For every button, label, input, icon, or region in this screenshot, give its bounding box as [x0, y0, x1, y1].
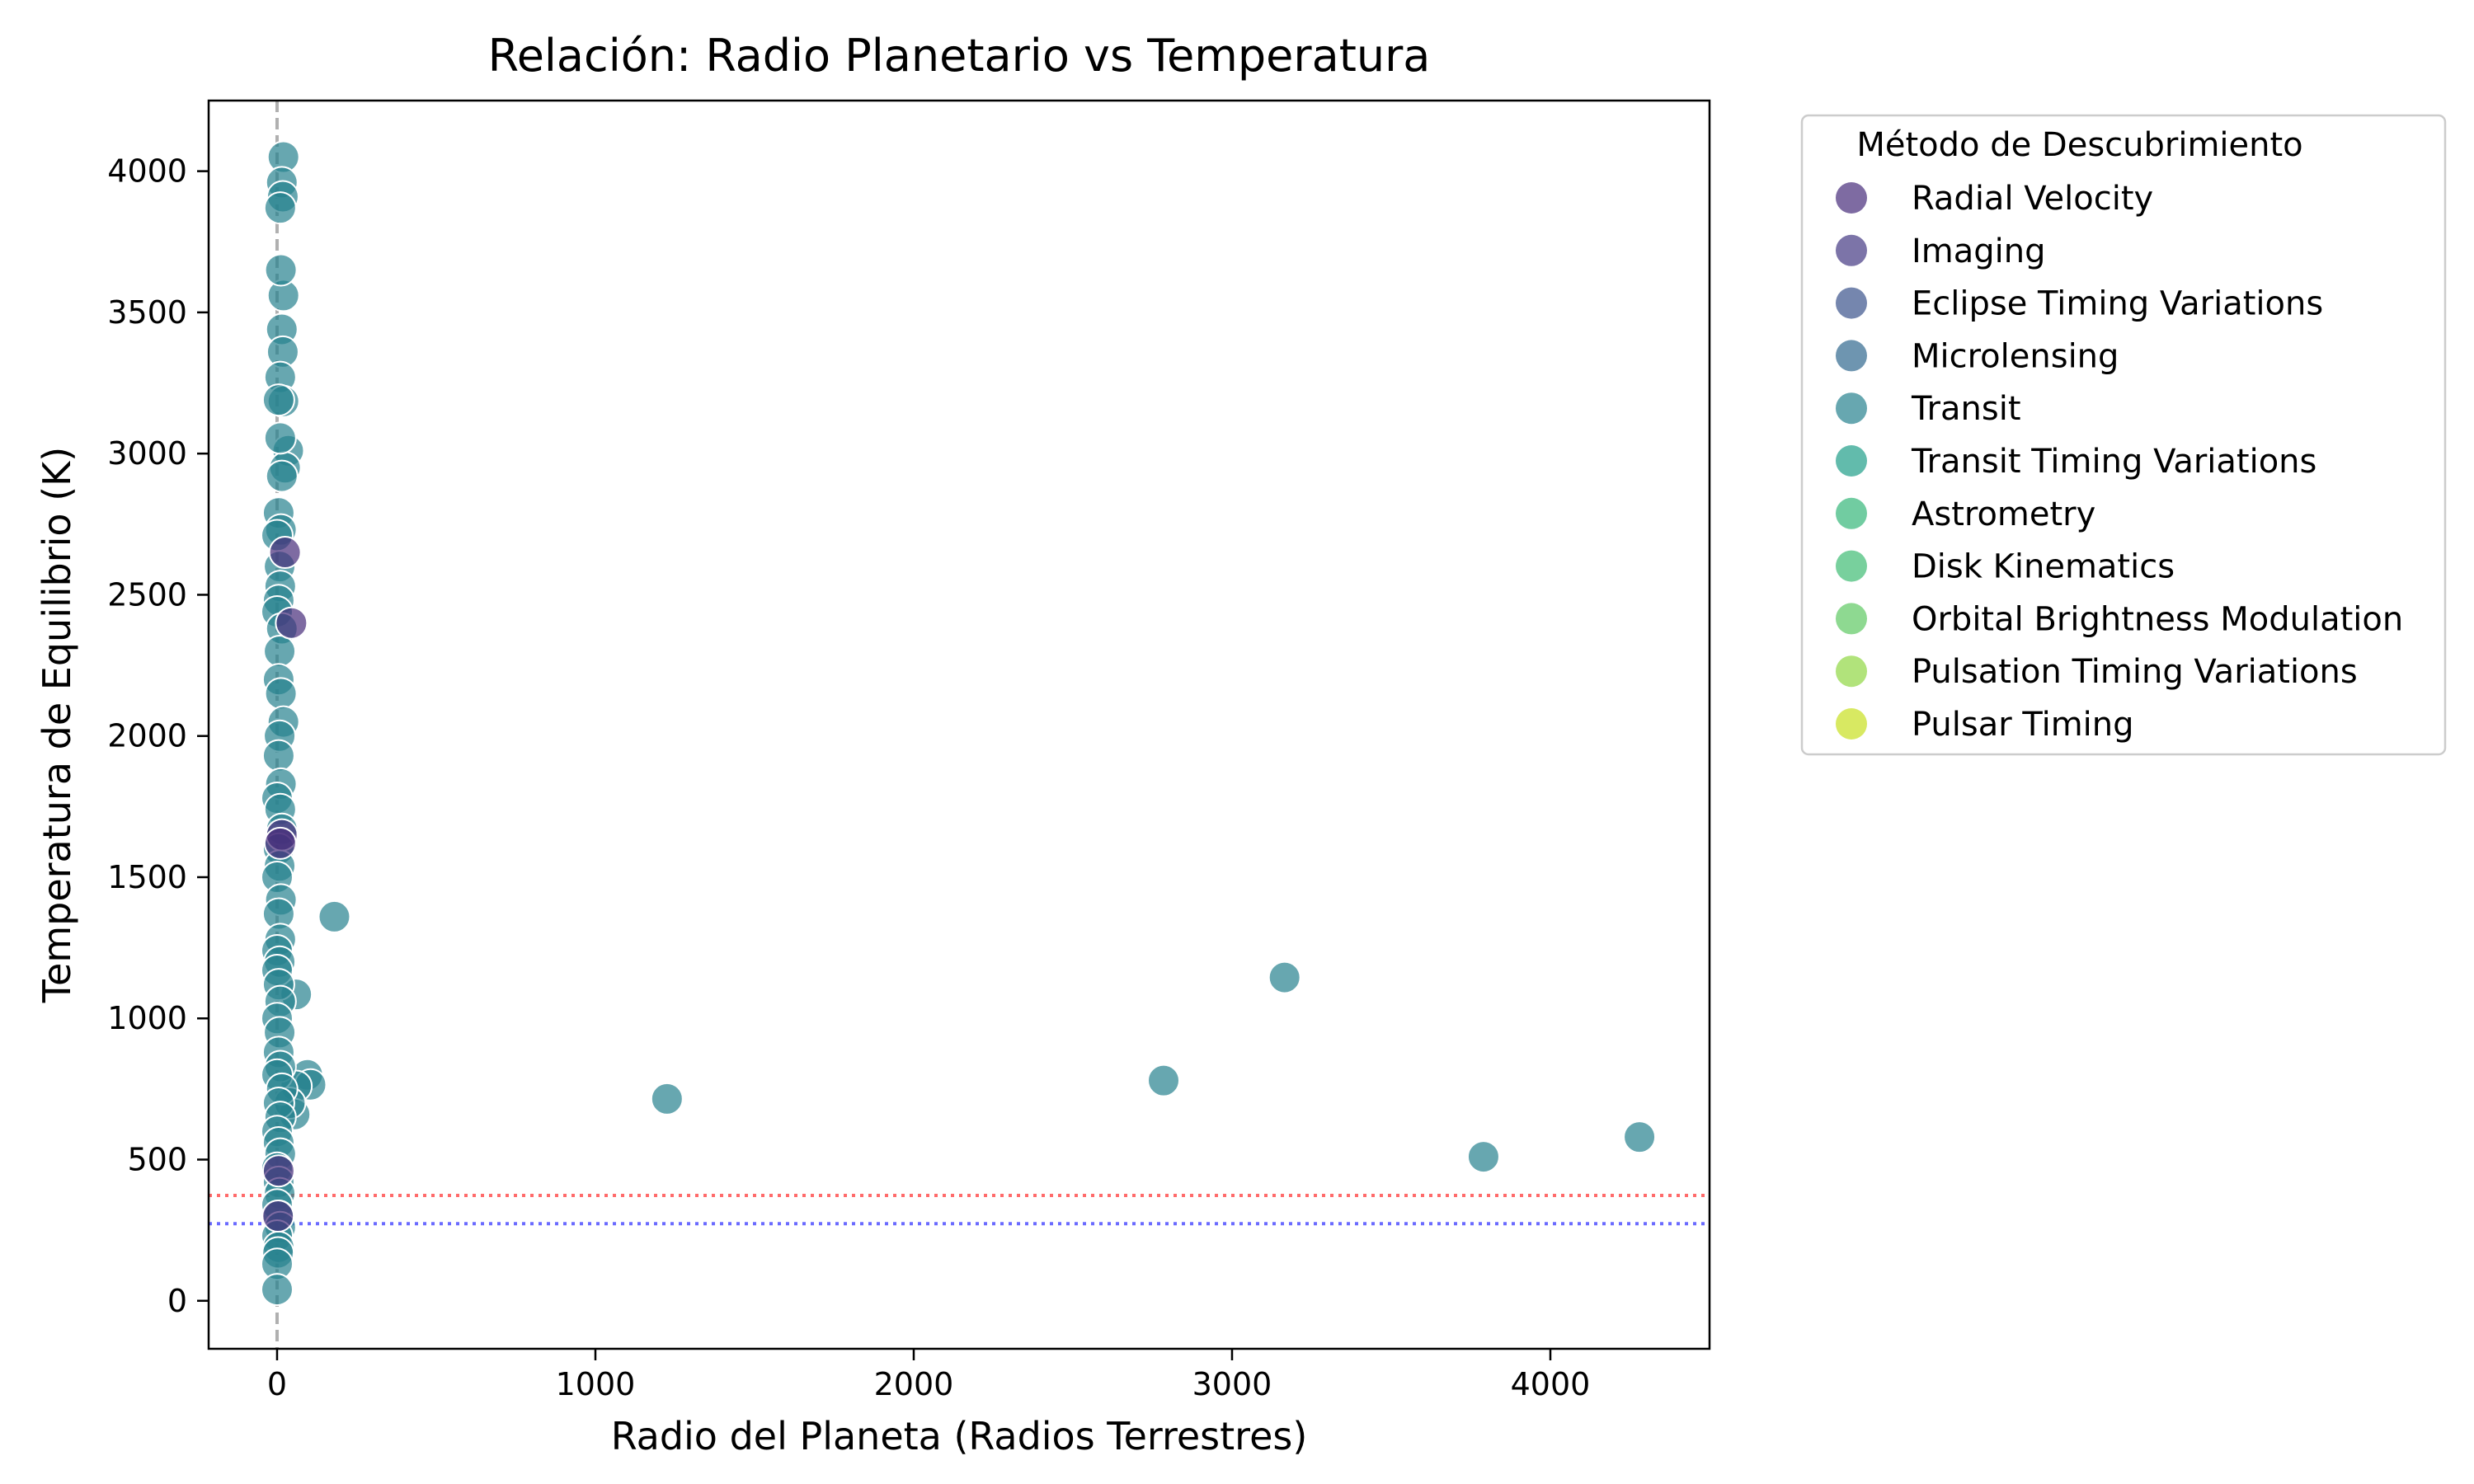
data-point	[261, 1154, 295, 1188]
data-point	[264, 253, 298, 287]
data-point	[1466, 1140, 1500, 1174]
legend-title: Método de Descubrimiento	[1856, 126, 2302, 164]
data-point	[268, 536, 302, 570]
legend-entries: Radial Velocity Imaging Eclipse Timing Var…	[1836, 180, 2403, 744]
data-point	[263, 421, 297, 455]
legend-marker	[1836, 708, 1867, 740]
data-point	[261, 1200, 295, 1233]
y-tick-label: 1500	[107, 859, 187, 895]
x-tick-label: 0	[267, 1366, 287, 1402]
y-axis-ticks: 0 500 1000 1500 2000 2500 3000 3500 4000	[107, 153, 209, 1319]
y-tick-label: 500	[127, 1142, 187, 1178]
y-axis-label: Temperatura de Equilibrio (K)	[35, 447, 79, 1004]
data-point	[317, 899, 351, 933]
legend-frame	[1800, 114, 2447, 756]
y-tick-label: 3500	[107, 294, 187, 331]
y-tick-label: 0	[167, 1283, 187, 1319]
legend-label: Radial Velocity	[1912, 180, 2153, 218]
data-point	[263, 826, 297, 860]
data-point	[1268, 960, 1301, 994]
x-axis-ticks: 0 1000 2000 3000 4000	[267, 1349, 1590, 1402]
x-tick-label: 4000	[1511, 1366, 1591, 1402]
legend-marker	[1836, 234, 1867, 266]
legend-marker	[1836, 603, 1867, 635]
data-points	[260, 140, 1657, 1307]
chart-title: Relación: Radio Planetario vs Temperatur…	[488, 30, 1431, 82]
legend-label: Astrometry	[1912, 495, 2095, 533]
legend-label: Transit	[1911, 390, 2021, 428]
legend-label: Pulsar Timing	[1912, 706, 2134, 744]
data-point	[260, 1273, 294, 1307]
data-point	[263, 634, 297, 668]
legend-marker	[1836, 550, 1867, 582]
legend-label: Eclipse Timing Variations	[1912, 285, 2323, 323]
legend-marker	[1836, 445, 1867, 477]
y-tick-label: 1000	[107, 1000, 187, 1036]
x-axis-label: Radio del Planeta (Radios Terrestres)	[611, 1414, 1308, 1458]
data-point	[261, 739, 295, 773]
legend-label: Orbital Brightness Modulation	[1912, 600, 2403, 638]
y-tick-label: 2500	[107, 576, 187, 613]
legend-label: Transit Timing Variations	[1911, 443, 2316, 481]
data-point	[1623, 1120, 1657, 1154]
legend: Método de Descubrimiento Radial Velocity…	[1800, 114, 2447, 756]
legend-marker	[1836, 287, 1867, 319]
data-point	[275, 606, 308, 640]
legend-marker	[1836, 392, 1867, 425]
data-point	[263, 191, 297, 225]
plot-frame	[207, 99, 1711, 1350]
data-point	[261, 383, 295, 417]
legend-marker	[1836, 340, 1867, 372]
legend-marker	[1836, 655, 1867, 688]
legend-label: Imaging	[1912, 232, 2046, 270]
x-tick-label: 1000	[556, 1366, 636, 1402]
y-tick-label: 4000	[107, 153, 187, 190]
data-point	[650, 1082, 684, 1115]
x-tick-label: 3000	[1192, 1366, 1272, 1402]
legend-label: Disk Kinematics	[1912, 548, 2175, 586]
y-tick-label: 3000	[107, 435, 187, 472]
data-point	[1147, 1064, 1181, 1097]
legend-marker	[1836, 182, 1867, 214]
x-tick-label: 2000	[874, 1366, 954, 1402]
legend-marker	[1836, 497, 1867, 529]
data-point	[265, 459, 299, 493]
legend-label: Microlensing	[1912, 337, 2119, 375]
legend-label: Pulsation Timing Variations	[1912, 653, 2358, 691]
data-point	[264, 677, 298, 711]
y-tick-label: 2000	[107, 718, 187, 754]
